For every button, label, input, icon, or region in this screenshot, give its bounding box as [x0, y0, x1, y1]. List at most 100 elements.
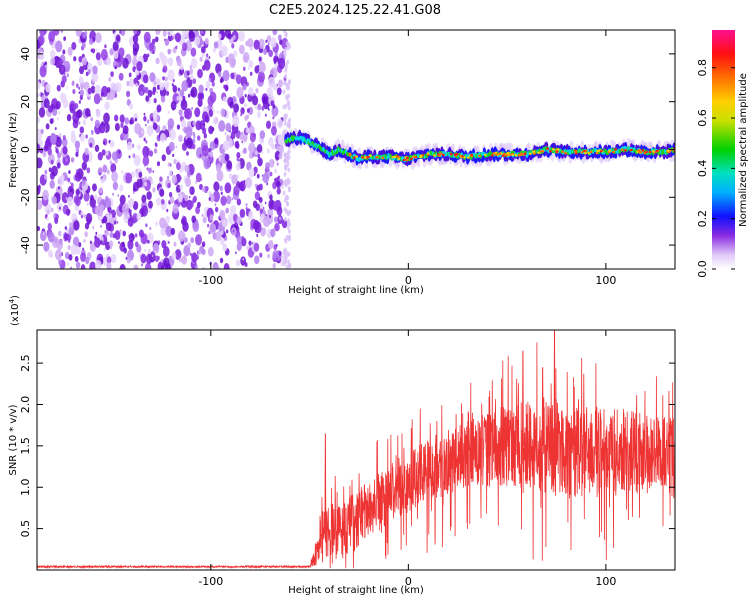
spectrogram-noise-blob: [142, 145, 150, 158]
spectrogram-noise-edge: [283, 120, 287, 126]
spectrogram-noise-blob: [143, 115, 147, 122]
spectrogram-noise-blob: [82, 247, 84, 251]
spectrogram-noise-blob: [189, 74, 194, 81]
spectrogram-noise-edge: [283, 237, 287, 243]
spectrogram-noise-blob: [235, 162, 241, 171]
spectrogram-noise-blob: [276, 180, 281, 189]
spectrogram-noise-blob: [192, 131, 196, 137]
spectrogram-noise-blob: [202, 243, 205, 247]
spectrogram-y-tick-label: -20: [19, 188, 32, 206]
spectrogram-noise-blob: [170, 264, 173, 268]
spectrogram-noise-blob: [69, 222, 73, 229]
spectrogram-noise-blob: [106, 262, 112, 269]
spectrogram-noise-blob: [46, 216, 49, 221]
spectrogram-noise-blob: [95, 32, 102, 44]
spectrogram-noise-blob: [152, 170, 155, 173]
spectrogram-noise-blob: [192, 143, 196, 150]
spectrogram-noise-blob: [218, 154, 225, 164]
spectrogram-noise-blob: [242, 147, 247, 154]
spectrogram-noise-blob: [129, 119, 133, 125]
spectrogram-noise-blob: [95, 109, 101, 118]
spectrogram-track-peak: [466, 156, 470, 159]
spectrogram-noise-blob: [160, 226, 167, 236]
spectrogram-panel: -100 0 100 -40 -20 0 20 40 Height of straight …: [8, 29, 676, 296]
spectrogram-noise-blob: [58, 132, 62, 137]
spectrogram-noise-blob: [48, 167, 52, 173]
spectrogram-noise-blob: [259, 130, 266, 140]
spectrogram-noise-blob: [215, 231, 222, 242]
spectrogram-noise-blob: [73, 56, 77, 62]
spectrogram-noise-blob: [257, 103, 262, 111]
spectrogram-noise-blob: [37, 81, 41, 90]
spectrogram-noise-blob: [235, 259, 241, 267]
spectrogram-noise-blob: [152, 38, 156, 45]
spectrogram-track-peak: [505, 154, 508, 157]
spectrogram-noise-blob: [251, 95, 259, 106]
spectrogram-noise-blob: [168, 191, 173, 198]
spectrogram-noise-blob: [49, 49, 56, 59]
spectrogram-noise-blob: [59, 59, 64, 65]
spectrogram-noise-edge: [284, 258, 288, 264]
spectrogram-noise-blob: [75, 151, 79, 158]
spectrogram-noise-blob: [221, 45, 228, 57]
spectrogram-noise-blob: [246, 114, 250, 119]
spectrogram-noise-blob: [42, 151, 47, 158]
spectrogram-track-peak: [459, 154, 463, 158]
spectrogram-noise-blob: [266, 35, 272, 43]
spectrogram-noise-blob: [153, 97, 157, 104]
snr-peak-spike: [522, 350, 524, 446]
spectrogram-noise-blob: [119, 114, 125, 123]
spectrogram-noise-blob: [202, 111, 209, 122]
spectrogram-noise-blob: [155, 57, 160, 65]
spectrogram-track-peak: [528, 152, 532, 155]
spectrogram-noise-blob: [168, 241, 170, 244]
spectrogram-noise-blob: [132, 34, 139, 44]
spectrogram-noise-blob: [100, 49, 108, 61]
spectrogram-noise-blob: [141, 263, 143, 267]
spectrogram-track-halo: [509, 142, 514, 153]
spectrogram-noise-edge: [284, 208, 288, 214]
spectrogram-noise-blob: [172, 153, 175, 158]
spectrogram-noise-blob: [114, 122, 120, 132]
spectrogram-noise-blob: [82, 32, 87, 39]
spectrogram-noise-blob: [238, 30, 245, 42]
spectrogram-noise-blob: [242, 83, 247, 91]
spectrogram-noise-blob: [78, 55, 83, 63]
spectrogram-noise-blob: [195, 172, 202, 183]
spectrogram-noise-blob: [224, 182, 232, 194]
spectrogram-noise-blob: [100, 224, 103, 228]
spectrogram-noise-edge: [286, 59, 290, 65]
spectrogram-noise-blob: [192, 197, 197, 204]
spectrogram-noise-blob: [159, 217, 166, 229]
chart-title: C2E5.2024.125.22.41.G08: [269, 3, 441, 18]
spectrogram-noise-blob: [176, 96, 180, 101]
spectrogram-noise-blob: [266, 182, 269, 186]
colorbar-tick-label: 0.8: [696, 59, 709, 77]
spectrogram-noise-blob: [110, 163, 117, 173]
spectrogram-track-peak: [520, 152, 523, 156]
spectrogram-noise-blob: [248, 210, 254, 219]
spectrogram-noise-blob: [190, 47, 197, 57]
spectrogram-noise-blob: [40, 230, 47, 242]
spectrogram-x-tick-label: 100: [595, 274, 616, 287]
spectrogram-noise-blob: [119, 194, 126, 205]
spectrogram-noise-blob: [181, 216, 187, 225]
spectrogram-noise-blob: [95, 231, 98, 235]
spectrogram-noise-blob: [121, 170, 124, 174]
spectrogram-noise-blob: [39, 30, 47, 37]
spectrogram-track-peak: [419, 154, 423, 157]
spectrogram-noise-blob: [262, 96, 268, 105]
spectrogram-noise-blob: [162, 30, 167, 37]
spectrogram-noise-edge: [285, 152, 289, 158]
spectrogram-noise-blob: [144, 248, 147, 253]
spectrogram-track-peak: [537, 151, 541, 154]
spectrogram-noise-blob: [125, 256, 128, 260]
spectrogram-noise-blob: [76, 83, 79, 88]
spectrogram-noise-blob: [81, 56, 88, 66]
spectrogram-noise-edge: [288, 262, 292, 268]
spectrogram-noise-blob: [254, 221, 262, 234]
spectrogram-noise-blob: [39, 65, 47, 78]
spectrogram-noise-blob: [276, 87, 282, 96]
spectrogram-noise-blob: [131, 143, 135, 148]
spectrogram-noise-blob: [43, 62, 46, 67]
